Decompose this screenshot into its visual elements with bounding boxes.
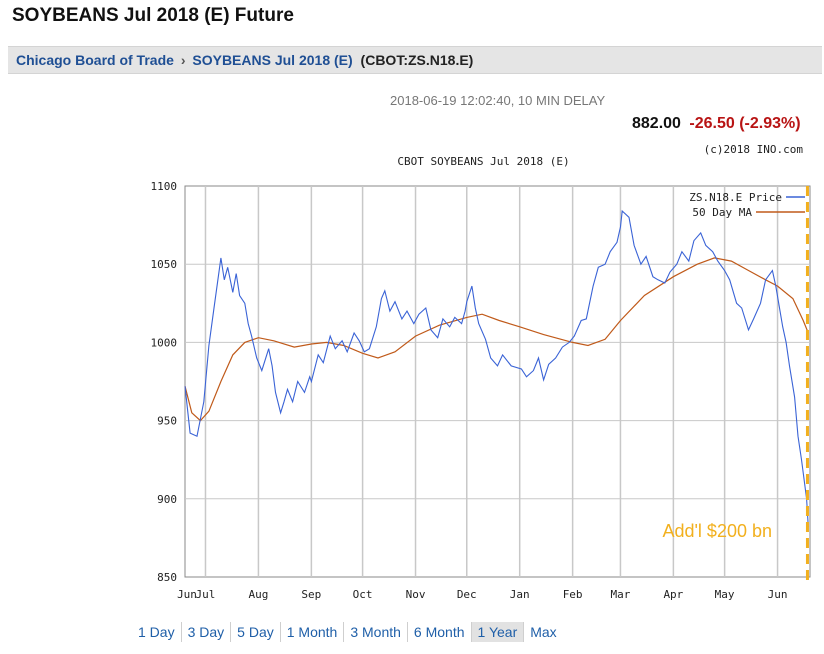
x-tick-label: Oct [353, 588, 373, 601]
breadcrumb-exchange-link[interactable]: Chicago Board of Trade [16, 52, 174, 68]
range-button-1-month[interactable]: 1 Month [281, 622, 345, 642]
x-tick-label: Aug [248, 588, 268, 601]
range-selector: 1 Day 3 Day 5 Day 1 Month 3 Month 6 Month 1 Ye… [132, 622, 563, 642]
range-button-3-month[interactable]: 3 Month [344, 622, 408, 642]
x-tick-label: Jan [510, 588, 530, 601]
quote-price: 882.00 -26.50 (-2.93%) [632, 115, 801, 133]
legend-label: ZS.N18.E Price [689, 191, 782, 204]
x-tick-label: Dec [457, 588, 477, 601]
x-tick-label: Jun [177, 588, 197, 601]
price-change: -26.50 (-2.93%) [689, 115, 801, 132]
y-tick-label: 900 [157, 493, 177, 506]
range-button-max[interactable]: Max [530, 624, 557, 640]
breadcrumb-symbol: (CBOT:ZS.N18.E) [360, 52, 474, 68]
y-tick-label: 1100 [151, 180, 178, 193]
range-button-3-day[interactable]: 3 Day [182, 622, 232, 642]
x-tick-label: Jul [196, 588, 216, 601]
page-title: SOYBEANS Jul 2018 (E) Future [12, 5, 294, 26]
range-button-1-year[interactable]: 1 Year [471, 622, 525, 642]
y-tick-label: 1050 [151, 258, 178, 271]
y-tick-label: 850 [157, 571, 177, 584]
chart-title: CBOT SOYBEANS Jul 2018 (E) [397, 155, 569, 168]
x-tick-label: Sep [301, 588, 321, 601]
x-tick-label: Jun [768, 588, 788, 601]
last-price: 882.00 [632, 115, 681, 132]
breadcrumb-separator: › [180, 52, 186, 68]
range-button-1-day[interactable]: 1 Day [132, 622, 182, 642]
breadcrumb-contract-link[interactable]: SOYBEANS Jul 2018 (E) [192, 52, 353, 68]
breadcrumb-bar: Chicago Board of Trade › SOYBEANS Jul 20… [8, 46, 822, 74]
x-tick-label: Feb [563, 588, 583, 601]
x-tick-label: Nov [406, 588, 426, 601]
y-tick-label: 950 [157, 415, 177, 428]
annotation-label: Add'l $200 bn [662, 521, 772, 541]
copyright-note: (c)2018 INO.com [704, 143, 804, 156]
series-line-50-day-ma [184, 257, 809, 422]
range-button-5-day[interactable]: 5 Day [231, 622, 281, 642]
legend-label: 50 Day MA [692, 206, 752, 219]
y-tick-label: 1000 [151, 336, 178, 349]
range-button-6-month[interactable]: 6 Month [408, 622, 472, 642]
quote-timestamp: 2018-06-19 12:02:40, 10 MIN DELAY [390, 93, 606, 108]
breadcrumb: Chicago Board of Trade › SOYBEANS Jul 20… [16, 52, 473, 68]
x-tick-label: Mar [611, 588, 631, 601]
series-line-price [184, 209, 809, 528]
x-tick-label: May [715, 588, 735, 601]
plot-frame [184, 185, 811, 578]
x-tick-label: Apr [663, 588, 683, 601]
